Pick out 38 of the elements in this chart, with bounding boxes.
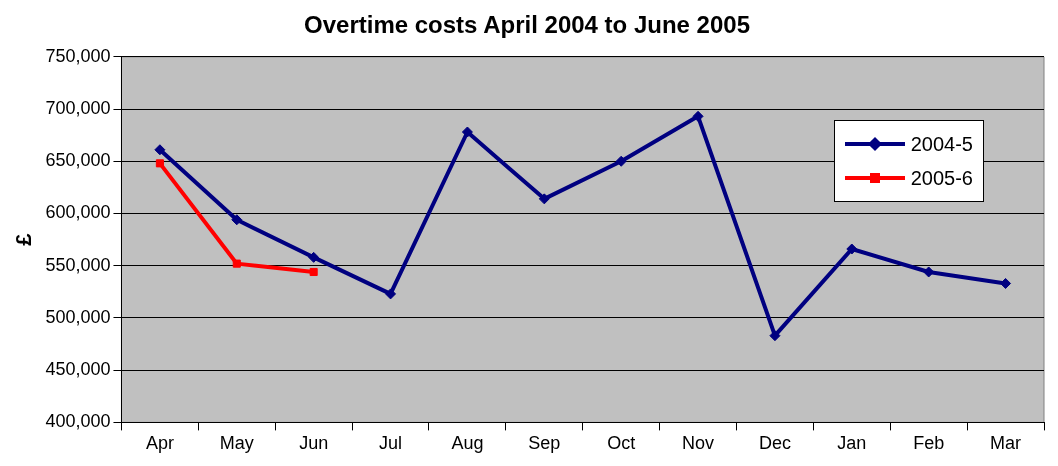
- x-tick-label: Mar: [990, 433, 1022, 454]
- y-tick-label: 750,000: [45, 45, 111, 66]
- x-tick-label: Jan: [837, 433, 867, 454]
- x-tick-label: Nov: [682, 433, 715, 454]
- legend-label: 2004-5: [910, 132, 973, 156]
- point: [692, 110, 704, 122]
- x-tick-label: Aug: [451, 433, 484, 454]
- y-tick-label: 700,000: [45, 98, 111, 118]
- point: [309, 267, 318, 277]
- x-tick-label: Jun: [299, 433, 329, 454]
- point: [231, 214, 243, 226]
- y-tick-label: 650,000: [45, 150, 111, 171]
- y-tick-label: 450,000: [45, 359, 111, 380]
- point: [538, 193, 550, 205]
- point: [461, 126, 473, 138]
- point: [769, 330, 781, 342]
- chart-title: Overtime costs April 2004 to June 2005: [304, 11, 750, 39]
- point: [615, 155, 627, 167]
- x-tick-label: May: [219, 433, 254, 454]
- point: [385, 288, 397, 300]
- y-axis-title: £: [11, 232, 37, 246]
- point: [154, 144, 166, 156]
- x-tick-label: Dec: [758, 433, 791, 454]
- y-tick-label: 500,000: [45, 306, 111, 327]
- legend-label: 2005-6: [910, 166, 973, 190]
- x-tick-label: Feb: [913, 433, 945, 454]
- x-tick-label: Jul: [379, 433, 403, 454]
- point: [1000, 277, 1012, 289]
- x-tick-label: Oct: [607, 433, 636, 454]
- y-tick-label: 550,000: [45, 254, 111, 275]
- x-tick-label: Sep: [528, 433, 561, 454]
- point: [846, 243, 858, 255]
- point: [232, 259, 241, 268]
- point: [308, 251, 320, 263]
- y-tick-label: 600,000: [45, 202, 111, 223]
- y-tick-label: 400,000: [45, 411, 111, 432]
- point: [155, 159, 164, 168]
- x-tick-label: Apr: [145, 433, 174, 454]
